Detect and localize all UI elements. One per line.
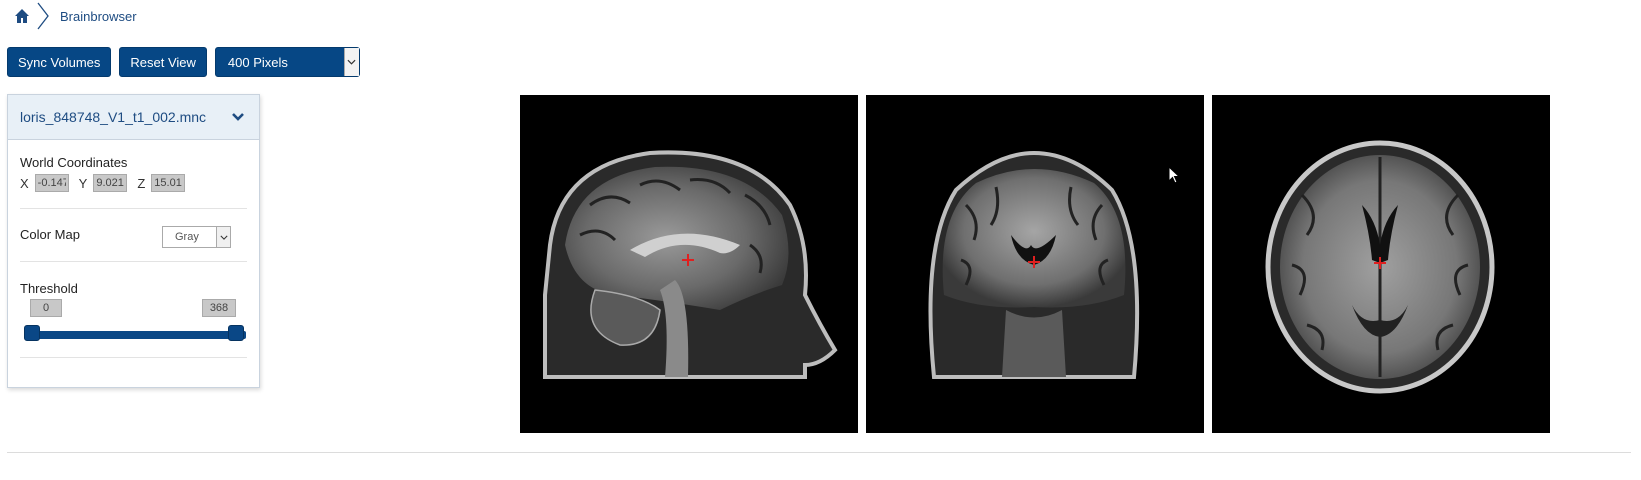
- coronal-viewer[interactable]: [866, 95, 1204, 433]
- breadcrumb: Brainbrowser: [14, 2, 137, 30]
- volume-filename: loris_848748_V1_t1_002.mnc: [20, 109, 207, 125]
- reset-view-button[interactable]: Reset View: [119, 47, 207, 77]
- z-label: Z: [137, 175, 146, 191]
- volume-panel: loris_848748_V1_t1_002.mnc World Coordin…: [7, 94, 260, 388]
- y-coordinate-input[interactable]: [93, 174, 128, 192]
- volume-panel-header[interactable]: loris_848748_V1_t1_002.mnc: [8, 95, 259, 140]
- color-map-section: Color Map Gray: [20, 209, 247, 262]
- threshold-label: Threshold: [20, 281, 78, 296]
- world-coordinates-label: World Coordinates: [20, 155, 128, 170]
- threshold-min-value[interactable]: 0: [30, 299, 62, 317]
- mouse-cursor-icon: [1168, 165, 1181, 184]
- world-coordinates-section: World Coordinates X Y Z: [20, 140, 247, 209]
- axial-viewer[interactable]: [1212, 95, 1550, 433]
- crosshair: [1374, 257, 1386, 269]
- sagittal-viewer[interactable]: [520, 95, 858, 433]
- crosshair: [1028, 256, 1040, 268]
- panel-size-value: 400 Pixels: [227, 54, 288, 70]
- chevron-down-icon[interactable]: [216, 227, 230, 247]
- x-coordinate-input[interactable]: [34, 174, 69, 192]
- threshold-max-handle[interactable]: [228, 325, 244, 341]
- sync-volumes-button[interactable]: Sync Volumes: [7, 47, 112, 77]
- threshold-slider-track[interactable]: [30, 331, 246, 339]
- color-map-select[interactable]: Gray: [162, 226, 231, 248]
- x-label: X: [20, 175, 29, 191]
- home-icon[interactable]: [14, 8, 30, 24]
- y-label: Y: [78, 175, 88, 191]
- threshold-max-value[interactable]: 368: [202, 299, 236, 317]
- chevron-down-icon[interactable]: [343, 48, 359, 76]
- z-coordinate-input[interactable]: [151, 174, 186, 192]
- threshold-section: Threshold 0 368: [20, 262, 247, 358]
- threshold-min-handle[interactable]: [24, 325, 40, 341]
- divider: [7, 452, 1631, 453]
- collapse-chevron-icon[interactable]: [231, 110, 245, 125]
- breadcrumb-brainbrowser[interactable]: Brainbrowser: [60, 8, 137, 24]
- color-map-label: Color Map: [20, 227, 80, 242]
- toolbar: Sync Volumes Reset View 400 Pixels: [7, 47, 360, 77]
- color-map-value: Gray: [175, 231, 199, 243]
- panel-size-select[interactable]: 400 Pixels: [214, 47, 360, 77]
- chevron-right-icon: [36, 2, 50, 30]
- crosshair: [682, 254, 694, 266]
